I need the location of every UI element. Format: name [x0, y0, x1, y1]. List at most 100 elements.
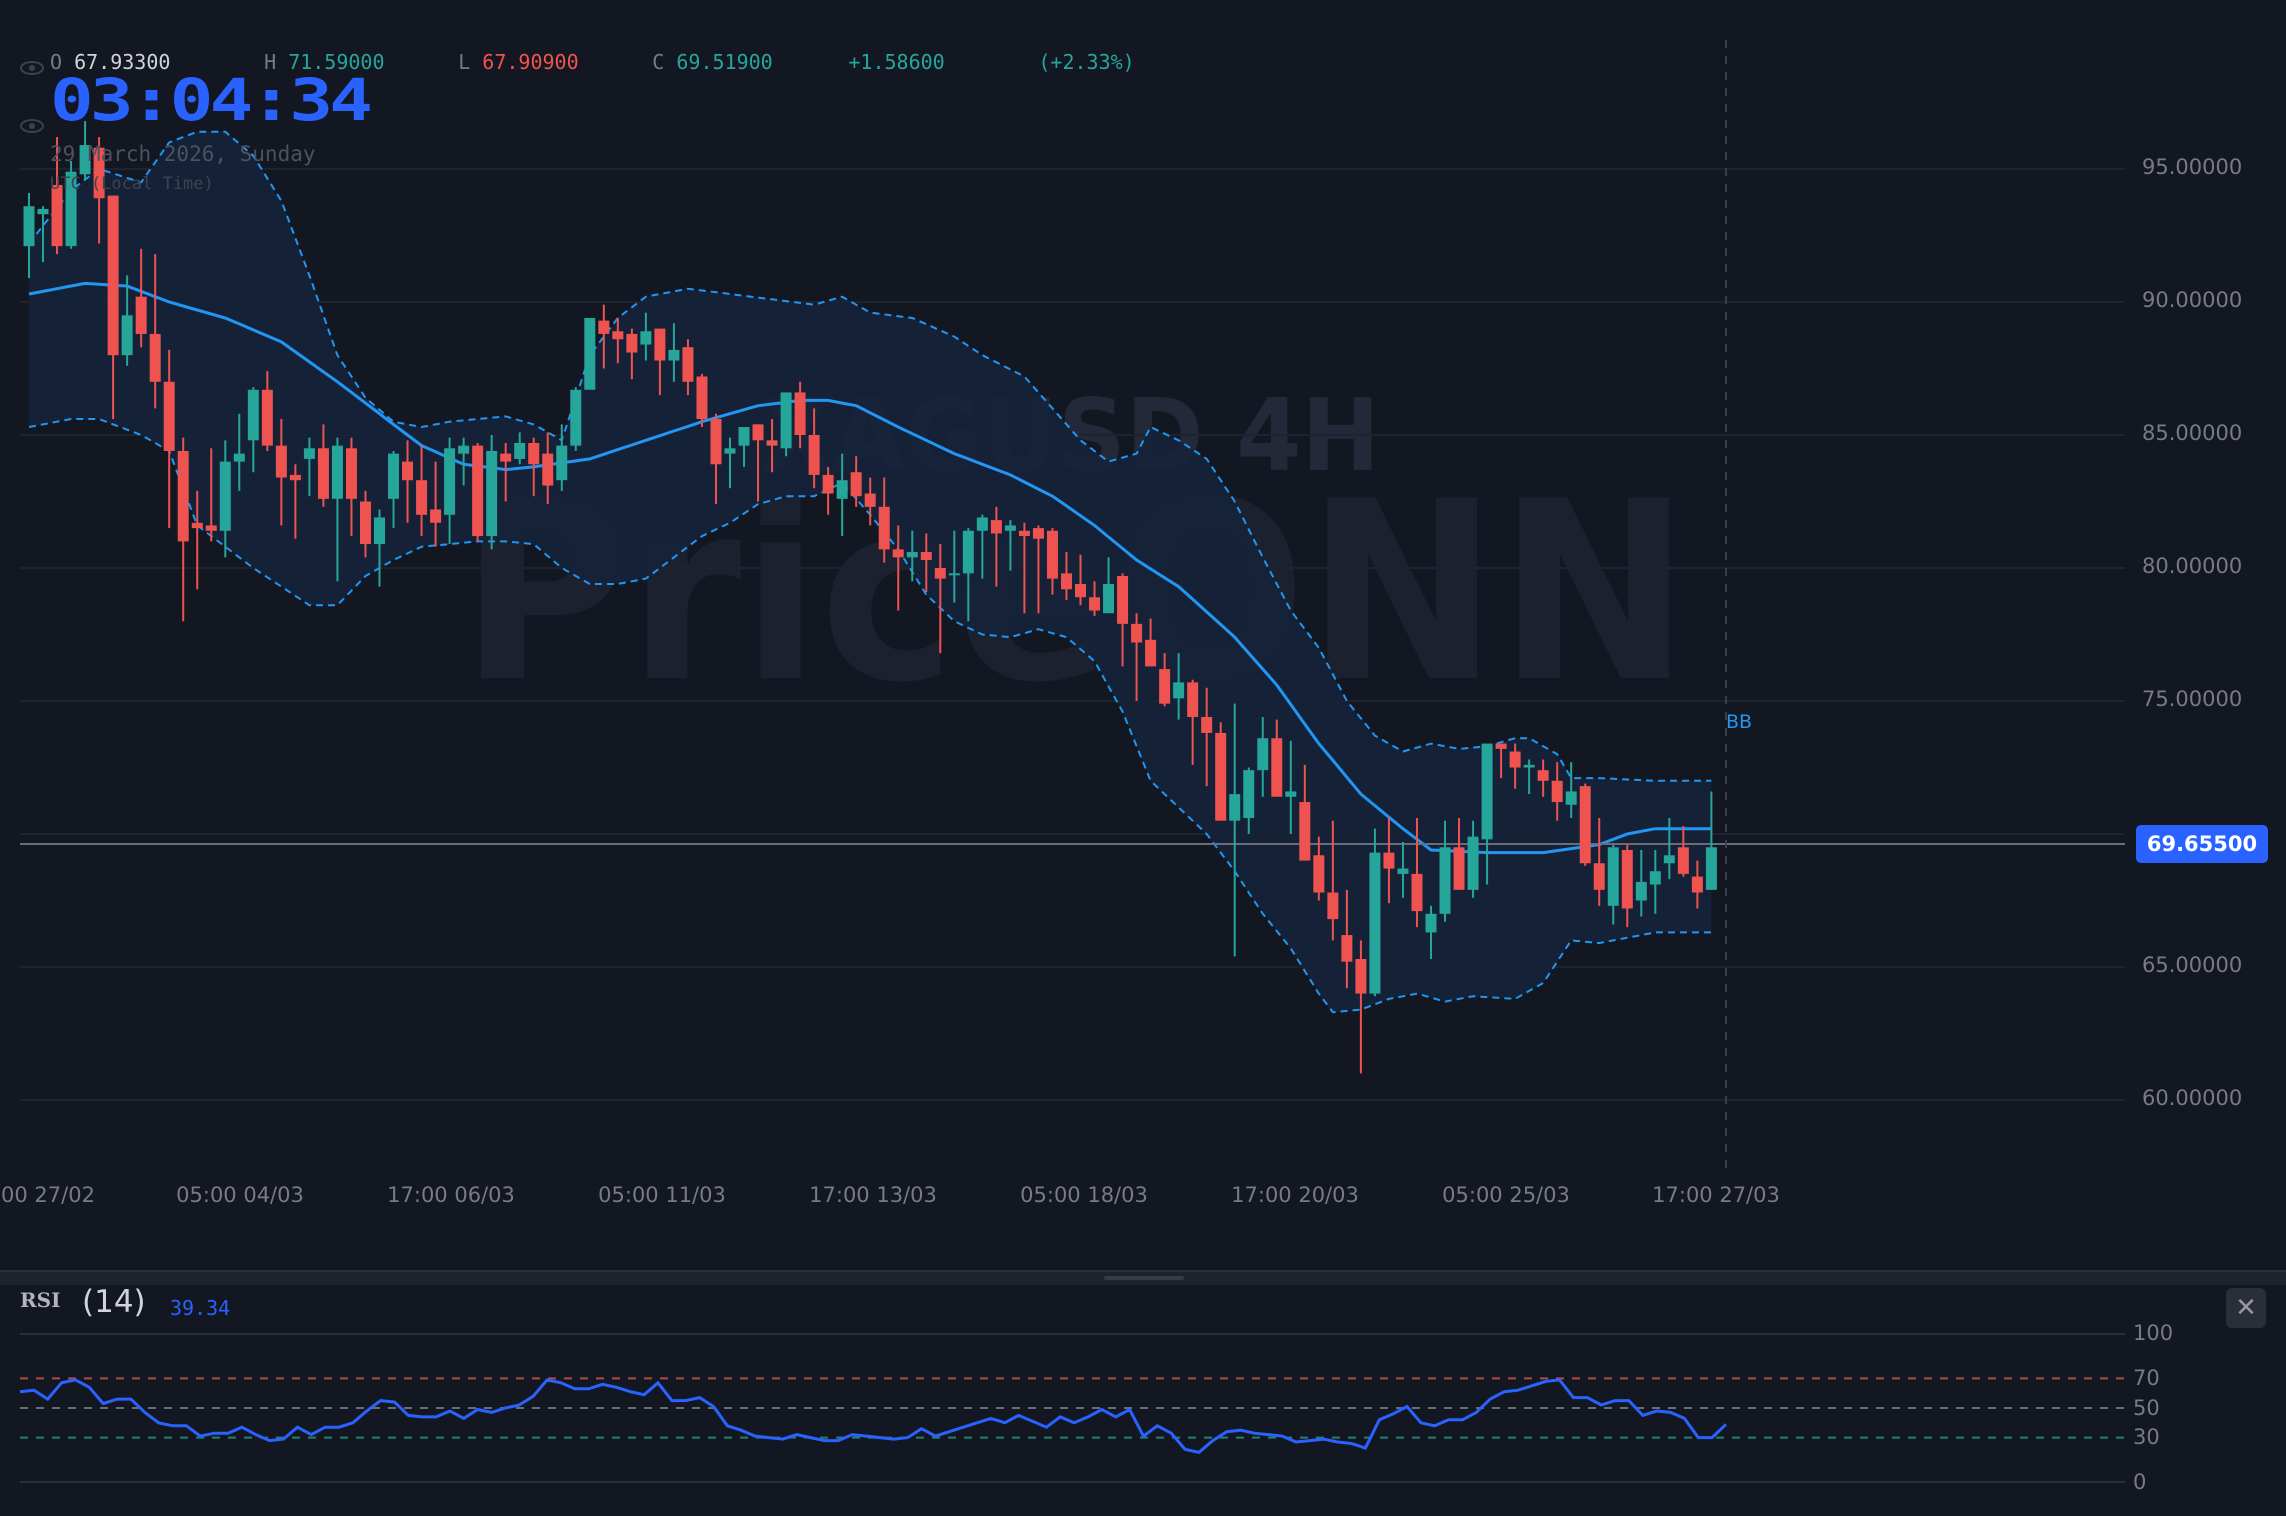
candle[interactable]: [458, 437, 470, 486]
candle[interactable]: [1663, 818, 1675, 880]
candle[interactable]: [388, 450, 400, 529]
candle[interactable]: [289, 464, 301, 539]
candle[interactable]: [402, 440, 414, 523]
candle[interactable]: [1201, 687, 1213, 787]
candle[interactable]: [1173, 653, 1185, 720]
candle[interactable]: [317, 424, 329, 507]
candle[interactable]: [107, 195, 119, 420]
candle[interactable]: [275, 419, 287, 526]
candle[interactable]: [444, 437, 456, 545]
candle[interactable]: [149, 254, 161, 409]
candle[interactable]: [345, 437, 357, 537]
candle[interactable]: [1411, 818, 1423, 928]
candle[interactable]: [1523, 759, 1535, 795]
candle[interactable]: [1046, 528, 1058, 595]
candle[interactable]: [1313, 836, 1325, 901]
candle[interactable]: [766, 419, 778, 473]
candle[interactable]: [822, 466, 834, 515]
candle[interactable]: [696, 373, 708, 428]
candle[interactable]: [1397, 841, 1409, 898]
candle[interactable]: [1271, 719, 1283, 797]
candle[interactable]: [920, 533, 932, 592]
candle[interactable]: [1131, 613, 1143, 701]
candle[interactable]: [668, 323, 680, 382]
candle[interactable]: [247, 387, 259, 473]
candle[interactable]: [794, 381, 806, 449]
candle[interactable]: [1103, 557, 1115, 614]
candle[interactable]: [934, 544, 946, 654]
candle[interactable]: [500, 442, 512, 502]
candle[interactable]: [1159, 653, 1171, 707]
candle[interactable]: [1215, 722, 1227, 821]
candle[interactable]: [1607, 844, 1619, 925]
candle[interactable]: [1635, 849, 1647, 917]
close-rsi-button[interactable]: ✕: [2226, 1288, 2266, 1328]
candle[interactable]: [864, 477, 876, 526]
candle[interactable]: [724, 437, 736, 489]
candle[interactable]: [1257, 716, 1269, 797]
eye-icon[interactable]: [20, 119, 44, 133]
candle[interactable]: [1537, 759, 1549, 797]
candle[interactable]: [1551, 762, 1563, 821]
candle[interactable]: [976, 514, 988, 579]
candle[interactable]: [514, 432, 526, 465]
candle[interactable]: [121, 275, 133, 366]
candle[interactable]: [303, 437, 315, 497]
candle[interactable]: [738, 427, 750, 467]
candle[interactable]: [1299, 764, 1311, 861]
candle[interactable]: [177, 437, 189, 622]
candle[interactable]: [1439, 820, 1451, 922]
candle[interactable]: [626, 328, 638, 380]
candle[interactable]: [472, 442, 484, 542]
candle[interactable]: [1593, 818, 1605, 906]
candle[interactable]: [1145, 618, 1157, 667]
candle[interactable]: [191, 490, 203, 590]
candle[interactable]: [1089, 581, 1101, 616]
candle[interactable]: [1229, 703, 1241, 957]
candle[interactable]: [37, 206, 49, 263]
candle[interactable]: [948, 530, 960, 603]
candle[interactable]: [1285, 740, 1297, 834]
candle[interactable]: [205, 448, 217, 542]
candle[interactable]: [135, 248, 147, 348]
candle[interactable]: [163, 349, 175, 529]
candle[interactable]: [1495, 743, 1507, 779]
candle[interactable]: [990, 506, 1002, 587]
candle[interactable]: [752, 424, 764, 502]
candle[interactable]: [1425, 905, 1437, 960]
candle[interactable]: [1243, 767, 1255, 835]
candle[interactable]: [780, 392, 792, 457]
candle[interactable]: [486, 435, 498, 550]
candle[interactable]: [23, 192, 35, 279]
bb-indicator-tag[interactable]: BB: [1726, 711, 1753, 733]
candle[interactable]: [1467, 820, 1479, 898]
candle[interactable]: [1481, 743, 1493, 885]
candle[interactable]: [1453, 818, 1465, 890]
candle[interactable]: [1004, 520, 1016, 571]
candle[interactable]: [65, 161, 77, 249]
candle[interactable]: [710, 413, 722, 505]
candle[interactable]: [556, 424, 568, 491]
candle[interactable]: [570, 387, 582, 451]
candle[interactable]: [1018, 522, 1030, 614]
candle[interactable]: [79, 121, 91, 180]
candle[interactable]: [1341, 889, 1353, 989]
candlesticks[interactable]: [23, 121, 1717, 1074]
candle[interactable]: [528, 437, 540, 497]
candle[interactable]: [1355, 940, 1367, 1074]
candle[interactable]: [1621, 844, 1633, 928]
candle[interactable]: [1383, 818, 1395, 904]
candle[interactable]: [640, 312, 652, 361]
candle[interactable]: [1060, 552, 1072, 600]
candle[interactable]: [892, 525, 904, 611]
candle[interactable]: [1369, 828, 1381, 997]
candle[interactable]: [1705, 791, 1717, 890]
candle[interactable]: [51, 137, 63, 255]
candle[interactable]: [1649, 849, 1661, 914]
candle[interactable]: [233, 413, 245, 491]
candle[interactable]: [416, 445, 428, 537]
candle[interactable]: [654, 328, 666, 396]
candle[interactable]: [261, 371, 273, 451]
candle[interactable]: [584, 317, 596, 390]
